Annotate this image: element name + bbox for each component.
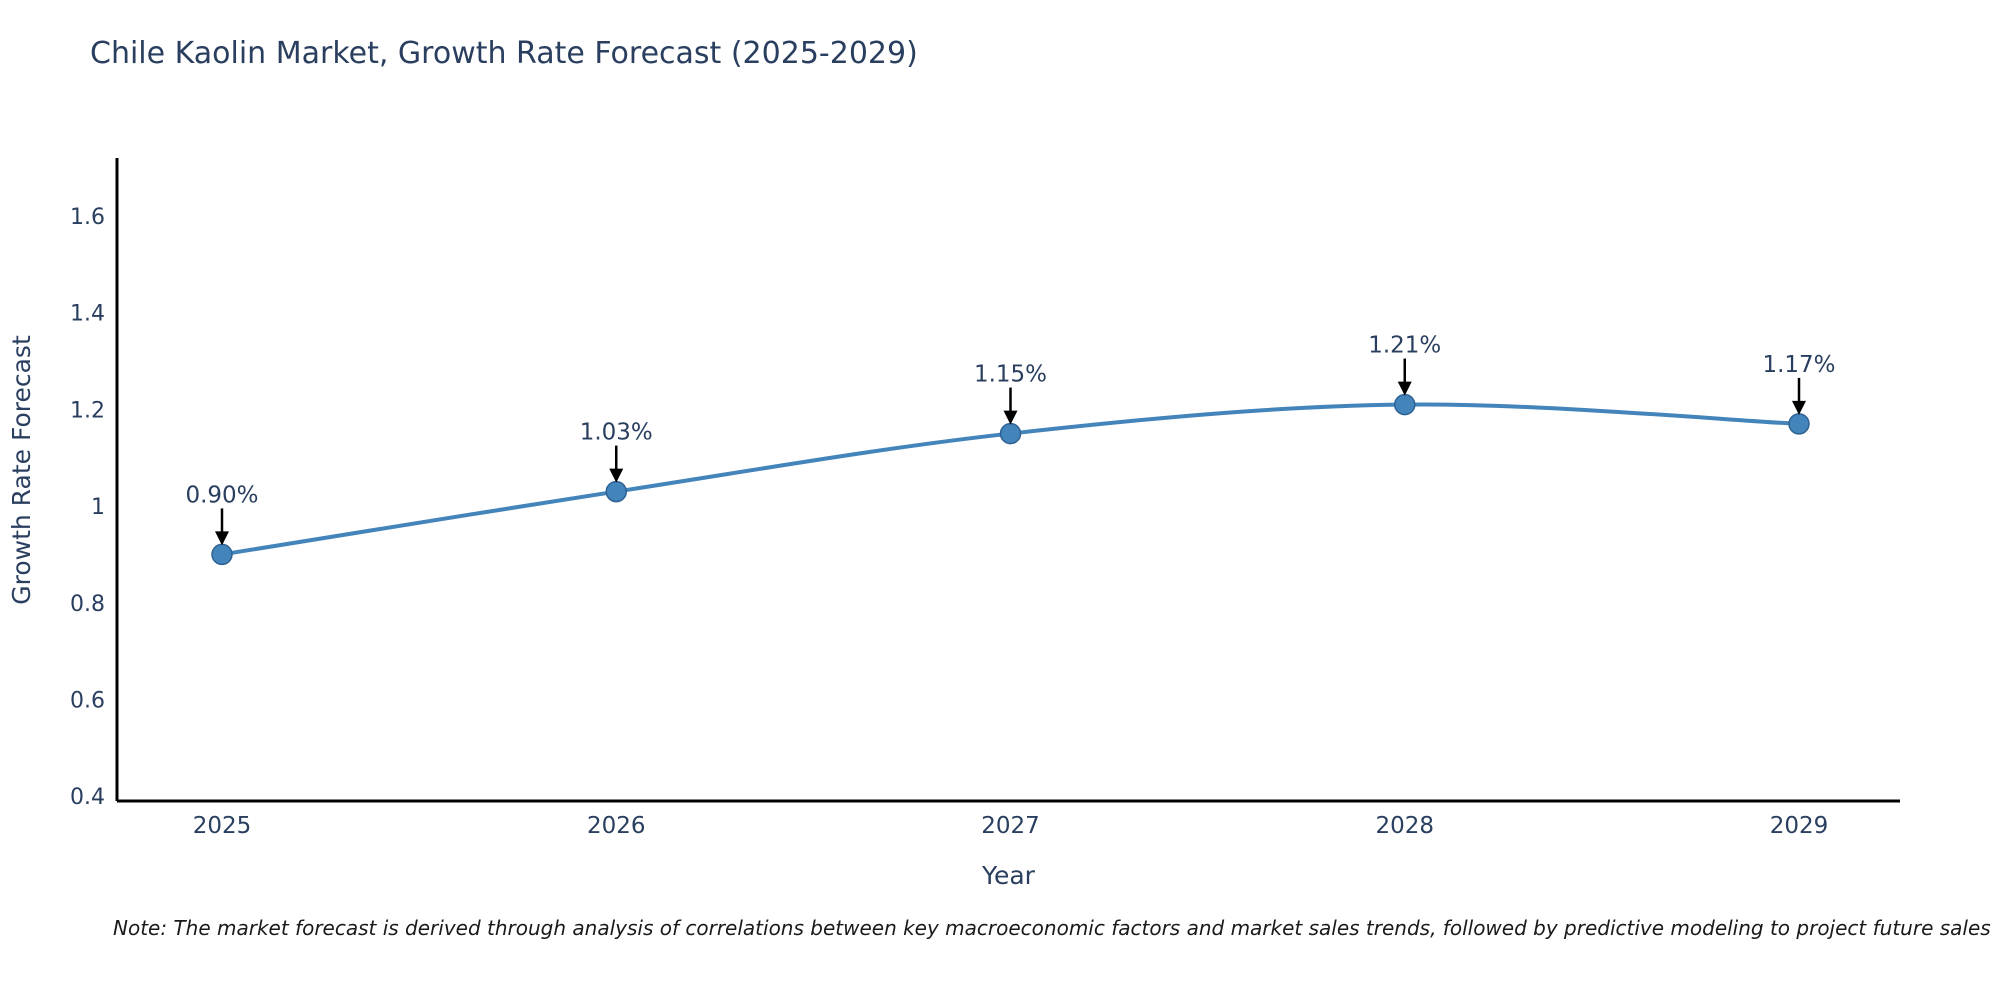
x-tick-label-2025: 2025 — [193, 813, 252, 839]
annotation-layer: 0.90% 1.03% 1.15% 1.21% 1.17% — [185, 333, 1836, 546]
annotation-arrowhead-icon — [609, 468, 624, 483]
point-value-label-2029: 1.17% — [1762, 352, 1835, 378]
x-tick-label-2029: 2029 — [1770, 813, 1829, 839]
y-axis-title: Growth Rate Forecast — [7, 335, 36, 605]
point-value-label-2028: 1.21% — [1368, 333, 1441, 359]
annotation-arrowhead-icon — [1003, 410, 1018, 425]
x-tick-label-2027: 2027 — [981, 813, 1040, 839]
annotation-arrowhead-icon — [215, 531, 229, 546]
point-value-label-2025: 0.90% — [185, 482, 258, 508]
y-tick-label-1.4: 1.4 — [70, 302, 105, 327]
point-value-label-2026: 1.03% — [580, 420, 653, 446]
axistitle-layer: Year Growth Rate Forecast — [7, 335, 1036, 890]
data-point-marker-2028 — [1394, 393, 1416, 416]
y-tick-label-0.4: 0.4 — [70, 785, 105, 810]
data-point-marker-2027 — [999, 422, 1022, 445]
axes-layer — [115, 158, 1900, 803]
point-value-label-2027: 1.15% — [974, 362, 1047, 388]
chart-footnote: Note: The market forecast is derived thr… — [113, 916, 1991, 940]
y-tick-label-1.2: 1.2 — [70, 398, 105, 423]
annotation-arrowhead-icon — [1397, 381, 1412, 396]
chart-title: Chile Kaolin Market, Growth Rate Forecas… — [90, 36, 918, 71]
data-point-marker-2029 — [1788, 413, 1810, 435]
data-point-marker-2025 — [211, 543, 233, 566]
annotation-arrowhead-icon — [1792, 400, 1806, 415]
data-point-marker-2026 — [605, 480, 627, 503]
ticklabel-layer: 0.4 0.6 0.8 1 1.2 1.4 1.6 2025 2026 2027 2028 2029 — [70, 205, 1828, 839]
y-tick-label-0.8: 0.8 — [70, 592, 105, 617]
y-tick-label-1.6: 1.6 — [70, 205, 105, 230]
y-tick-label-0.6: 0.6 — [70, 688, 105, 713]
x-axis-title: Year — [981, 861, 1036, 890]
x-tick-label-2028: 2028 — [1375, 813, 1434, 839]
x-tick-label-2026: 2026 — [587, 813, 646, 839]
y-tick-label-1: 1 — [91, 495, 105, 520]
series-layer — [211, 393, 1810, 566]
